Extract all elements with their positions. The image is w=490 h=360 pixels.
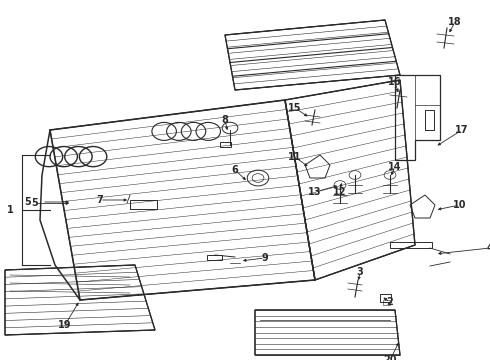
- Text: 16: 16: [388, 77, 402, 87]
- Text: 9: 9: [262, 253, 269, 263]
- Text: 19: 19: [58, 320, 72, 330]
- Text: 5: 5: [32, 198, 38, 208]
- Text: 12: 12: [333, 187, 347, 197]
- Text: 5: 5: [24, 197, 31, 207]
- Text: 3: 3: [357, 267, 364, 277]
- Text: 6: 6: [232, 165, 238, 175]
- Text: 2: 2: [387, 297, 393, 307]
- Text: 20: 20: [383, 355, 397, 360]
- Text: 8: 8: [221, 115, 228, 125]
- Text: 15: 15: [288, 103, 302, 113]
- Text: 7: 7: [97, 195, 103, 205]
- Text: 14: 14: [388, 162, 402, 172]
- Text: 17: 17: [455, 125, 469, 135]
- Text: 18: 18: [448, 17, 462, 27]
- Text: 4: 4: [487, 243, 490, 253]
- Text: 13: 13: [308, 187, 322, 197]
- Text: 11: 11: [288, 152, 302, 162]
- Text: 10: 10: [453, 200, 467, 210]
- Text: 1: 1: [7, 205, 13, 215]
